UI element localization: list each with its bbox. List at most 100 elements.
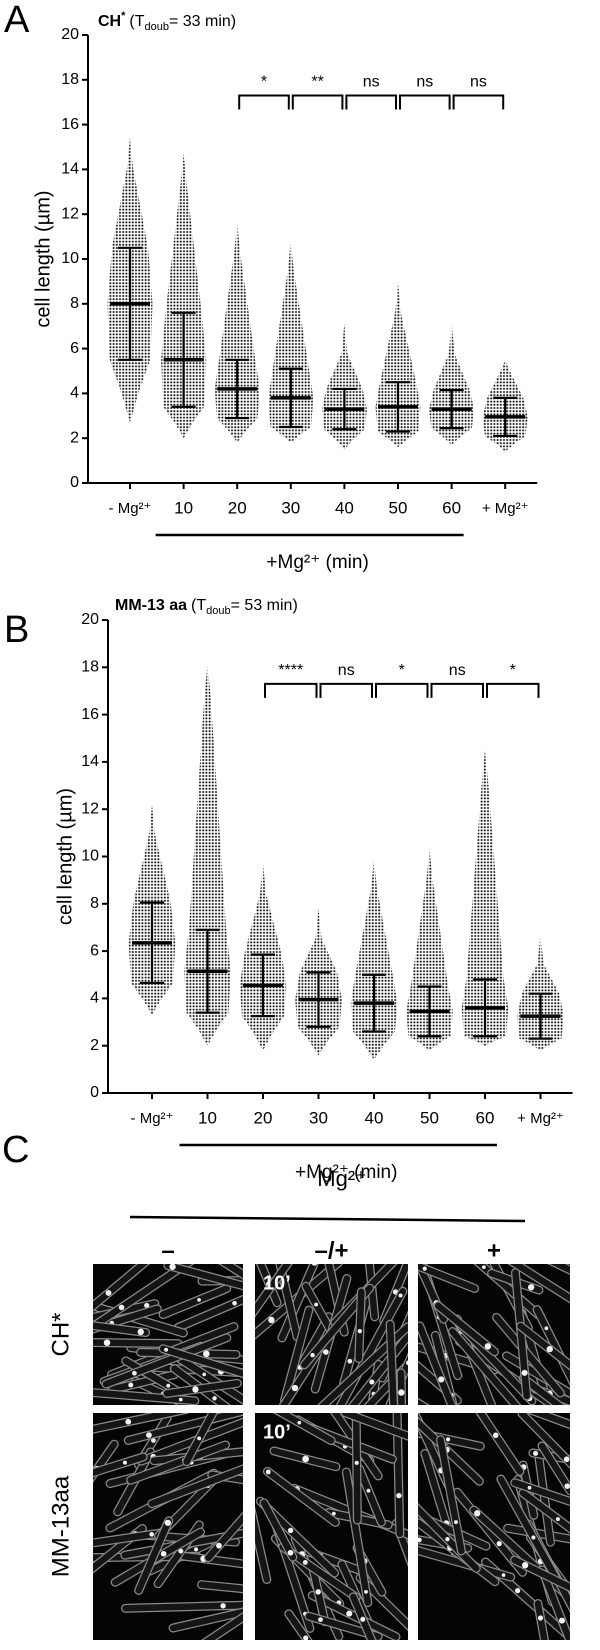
fluor-spot [265,1469,271,1475]
fluor-spot [128,1382,134,1388]
cell-body [366,1264,378,1321]
cell-body [93,1264,193,1328]
x-tick-label: + Mg²⁺ [517,1110,564,1127]
cell-body [93,1529,166,1547]
significance-label: ns [338,662,355,679]
fluor-spot [216,1542,222,1549]
cell-body [453,1315,496,1405]
y-tick-label: 20 [61,26,79,43]
fluor-spot [369,1379,375,1385]
fluor-spot [396,1492,402,1499]
panel-letter: C [2,1129,29,1171]
cell-body [418,1264,478,1292]
dot-cloud [321,323,367,450]
fluor-spot [247,1358,252,1363]
fluor-spot [558,1617,565,1624]
cell-body [517,1322,570,1370]
cell-body [519,1489,570,1533]
fluor-spot [122,1460,127,1465]
fluor-spot [521,1562,529,1569]
title-strain: CH [98,13,121,30]
fluor-spot [555,1517,560,1522]
fluor-spot [137,1328,144,1336]
cell-body [159,1345,243,1377]
significance-bracket [319,682,373,698]
significance-bracket [430,682,484,698]
fluor-spot [418,1537,422,1543]
fluor-spot [220,1603,226,1609]
time-label: 10’ [263,1421,291,1443]
cell-body [93,1339,182,1347]
fluor-spot [411,1398,415,1402]
fluor-spot [118,1304,125,1311]
x-tick-label: 30 [281,498,300,517]
fluor-spot [244,1609,249,1614]
fluor-spot [103,1339,111,1346]
fluor-spot [287,1549,294,1556]
cell-body [538,1566,570,1640]
title-t-sub: doub [145,21,169,33]
significance-bracket [238,94,290,110]
cell-body [418,1511,490,1550]
significance-bracket [345,94,397,110]
title-t: (T [191,597,206,614]
cell-body [449,1328,520,1405]
fluor-spot [212,1396,217,1401]
cell-body [418,1547,514,1581]
fluor-spot [438,1376,445,1383]
fluor-spot [246,1587,250,1591]
fluor-spot [164,1519,171,1526]
y-tick-label: 8 [70,295,79,312]
fluor-spot [146,1432,152,1438]
x-axis-label: +Mg²⁺ (min) [295,1162,397,1183]
fluor-spot [501,1573,506,1577]
fluor-spot [398,1389,405,1396]
fluor-spot [287,1527,294,1534]
fluor-spot [164,1347,169,1352]
dot-cloud [184,664,231,1046]
fluor-spot [318,1617,323,1623]
fluor-spot [537,1615,544,1621]
micrograph [93,1413,250,1640]
y-tick-label: 2 [70,429,79,446]
cell-body [529,1413,570,1428]
fluor-spot [515,1405,521,1411]
y-tick-label: 12 [61,205,79,222]
dot-cloud [350,858,398,1060]
cell-body [418,1418,483,1485]
cell-body [534,1600,548,1640]
fluor-spot [315,1589,321,1595]
fluor-spot [169,1264,176,1270]
fluor-spot [346,1610,353,1617]
fluor-spot [302,1455,309,1463]
chart-title: CH* (Tdoub= 33 min) [98,10,236,33]
time-label: 10’ [263,1272,291,1294]
y-tick-label: 20 [81,611,99,628]
cell-body [550,1264,570,1274]
x-tick-label: 50 [389,498,408,517]
cell-body [309,1592,400,1640]
cell-body [309,1564,329,1625]
fluor-spot [297,1420,302,1425]
fluor-spot [194,1547,199,1552]
x-axis-label: +Mg²⁺ (min) [266,552,368,573]
fluor-spot [445,1536,450,1542]
cell-body [198,1581,243,1592]
fluor-spot [160,1550,167,1557]
cell-body [122,1602,243,1612]
cell-body [93,1322,149,1336]
cell-body [148,1465,243,1507]
row-label: MM-13aa [47,1475,74,1577]
fluor-spot [202,1372,207,1377]
dot-cloud [268,241,314,443]
y-axis-label: cell length (µm) [54,788,76,925]
y-tick-label: 6 [90,942,99,959]
column-label: –/+ [314,1237,348,1264]
cell-body [418,1322,456,1405]
cell-body [437,1436,465,1555]
fluor-spot [454,1520,458,1525]
cell-body [397,1369,405,1405]
cell-body [331,1413,382,1480]
column-label: + [487,1237,501,1264]
micrograph [93,1264,252,1405]
